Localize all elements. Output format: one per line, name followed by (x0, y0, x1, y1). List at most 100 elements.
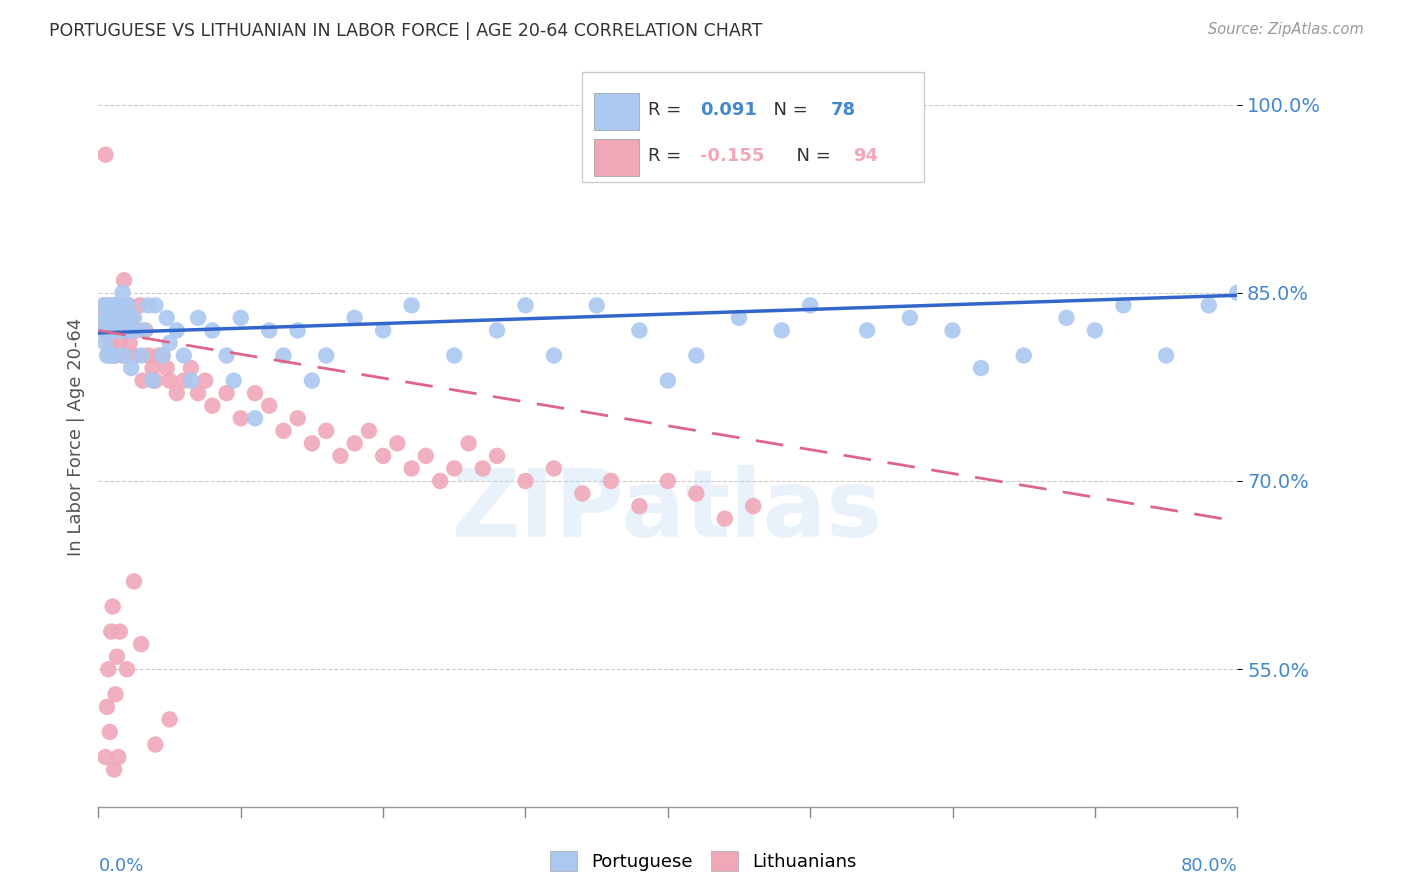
Point (115, 310, 138, 325)
Point (159, 713, 181, 727)
Point (98, 323, 121, 337)
Point (401, 298, 423, 312)
Legend: Portuguese, Lithuanians: Portuguese, Lithuanians (543, 844, 863, 879)
Text: 94: 94 (853, 147, 879, 165)
Point (401, 461, 423, 475)
Point (100, 335, 122, 350)
Point (259, 399, 281, 413)
Point (942, 323, 965, 337)
Point (287, 323, 309, 337)
Point (105, 323, 128, 337)
Point (222, 374, 245, 388)
Point (628, 323, 651, 337)
Point (728, 310, 751, 325)
Point (101, 323, 124, 337)
Point (357, 424, 380, 438)
Point (301, 436, 323, 450)
Point (180, 361, 202, 376)
Point (415, 449, 437, 463)
Point (159, 335, 181, 350)
Point (101, 349, 124, 363)
Point (201, 399, 224, 413)
Point (187, 386, 209, 401)
Point (145, 374, 167, 388)
Point (141, 374, 163, 388)
Point (315, 349, 337, 363)
Point (91, 323, 114, 337)
Point (96, 349, 118, 363)
Point (96, 699, 118, 714)
Point (121, 323, 143, 337)
Point (898, 310, 921, 325)
Point (152, 349, 174, 363)
Point (156, 310, 179, 325)
Point (187, 310, 209, 325)
Point (94, 335, 117, 350)
Point (117, 298, 139, 312)
Text: 80.0%: 80.0% (1181, 857, 1237, 875)
Point (104, 349, 127, 363)
Point (373, 323, 395, 337)
Point (229, 411, 252, 425)
Point (329, 449, 352, 463)
Point (100, 349, 122, 363)
Text: R =: R = (648, 101, 688, 119)
FancyBboxPatch shape (593, 93, 640, 130)
Text: 0.0%: 0.0% (98, 857, 143, 875)
Point (122, 574, 145, 589)
Point (96, 323, 118, 337)
Point (100, 310, 122, 325)
Point (148, 349, 170, 363)
Point (141, 361, 163, 376)
FancyBboxPatch shape (593, 139, 640, 177)
Point (1084, 323, 1107, 337)
Point (273, 349, 295, 363)
Point (105, 298, 128, 312)
Point (128, 298, 150, 312)
Point (103, 310, 125, 325)
Point (104, 323, 127, 337)
Point (111, 349, 134, 363)
Point (215, 386, 238, 401)
Point (91, 310, 114, 325)
Point (97, 662, 120, 676)
Point (173, 349, 195, 363)
Point (685, 349, 707, 363)
Point (98, 310, 121, 325)
Point (543, 349, 565, 363)
Point (714, 511, 737, 525)
Text: N =: N = (762, 101, 814, 119)
Text: R =: R = (648, 147, 688, 165)
Point (315, 424, 337, 438)
Point (94, 147, 117, 161)
Point (180, 374, 202, 388)
Text: 0.091: 0.091 (700, 101, 756, 119)
Point (166, 323, 188, 337)
Point (112, 273, 135, 287)
Point (93, 298, 115, 312)
Point (1012, 349, 1035, 363)
Point (98, 310, 121, 325)
Point (105, 649, 128, 664)
Point (543, 461, 565, 475)
Point (287, 411, 309, 425)
FancyBboxPatch shape (582, 72, 924, 182)
Point (387, 436, 409, 450)
Point (571, 486, 593, 500)
Point (94, 310, 117, 325)
Point (145, 298, 167, 312)
Point (118, 323, 141, 337)
Point (101, 310, 124, 325)
Point (373, 449, 395, 463)
Point (243, 386, 266, 401)
Point (96, 310, 118, 325)
Point (243, 411, 266, 425)
Point (97, 349, 120, 363)
Point (101, 599, 124, 614)
Point (215, 349, 238, 363)
Point (103, 763, 125, 777)
Point (1226, 285, 1249, 300)
Point (159, 374, 181, 388)
Point (97, 323, 120, 337)
Point (799, 298, 821, 312)
